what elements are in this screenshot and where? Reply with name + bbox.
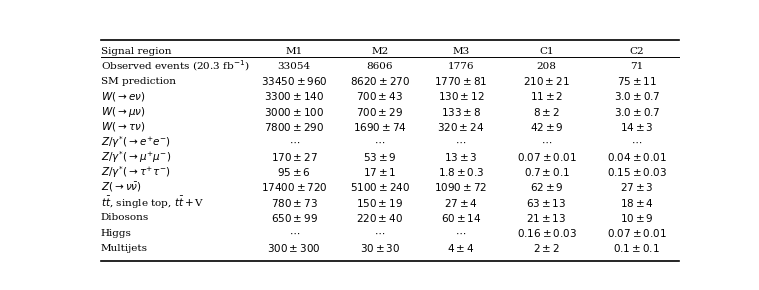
Text: $700 \pm 29$: $700 \pm 29$ — [357, 106, 403, 117]
Text: 1776: 1776 — [448, 61, 474, 70]
Text: $Z(\rightarrow \nu\bar{\nu})$: $Z(\rightarrow \nu\bar{\nu})$ — [101, 181, 142, 194]
Text: $170 \pm 27$: $170 \pm 27$ — [271, 151, 318, 163]
Text: C2: C2 — [629, 47, 644, 56]
Text: $300 \pm 300$: $300 \pm 300$ — [267, 242, 321, 254]
Text: $18 \pm 4$: $18 \pm 4$ — [619, 197, 653, 209]
Text: $33450 \pm 960$: $33450 \pm 960$ — [261, 75, 328, 87]
Text: $21 \pm 13$: $21 \pm 13$ — [527, 212, 567, 224]
Text: $0.1 \pm 0.1$: $0.1 \pm 0.1$ — [613, 242, 660, 254]
Text: 71: 71 — [630, 61, 644, 70]
Text: $3300 \pm 140$: $3300 \pm 140$ — [264, 90, 324, 102]
Text: $650 \pm 99$: $650 \pm 99$ — [271, 212, 318, 224]
Text: $150 \pm 19$: $150 \pm 19$ — [357, 197, 403, 209]
Text: $t\bar{t}$, single top, $t\bar{t}+$V: $t\bar{t}$, single top, $t\bar{t}+$V — [101, 195, 204, 211]
Text: $W(\rightarrow \mu\nu)$: $W(\rightarrow \mu\nu)$ — [101, 105, 145, 119]
Text: $W(\rightarrow e\nu)$: $W(\rightarrow e\nu)$ — [101, 90, 145, 103]
Text: $63 \pm 13$: $63 \pm 13$ — [527, 197, 567, 209]
Text: Dibosons: Dibosons — [101, 213, 149, 222]
Text: $10 \pm 9$: $10 \pm 9$ — [620, 212, 653, 224]
Text: $\cdots$: $\cdots$ — [374, 229, 386, 238]
Text: $2 \pm 2$: $2 \pm 2$ — [534, 242, 560, 254]
Text: $1.8 \pm 0.3$: $1.8 \pm 0.3$ — [438, 166, 484, 178]
Text: $27 \pm 3$: $27 \pm 3$ — [620, 182, 653, 193]
Text: M1: M1 — [285, 47, 303, 56]
Text: $0.15 \pm 0.03$: $0.15 \pm 0.03$ — [606, 166, 666, 178]
Text: $3000 \pm 100$: $3000 \pm 100$ — [264, 106, 324, 117]
Text: $27 \pm 4$: $27 \pm 4$ — [444, 197, 478, 209]
Text: $Z/\gamma^{*}(\rightarrow \mu^{+}\mu^{-})$: $Z/\gamma^{*}(\rightarrow \mu^{+}\mu^{-}… — [101, 149, 171, 165]
Text: C1: C1 — [540, 47, 554, 56]
Text: $3.0 \pm 0.7$: $3.0 \pm 0.7$ — [613, 90, 660, 102]
Text: $320 \pm 24$: $320 \pm 24$ — [437, 121, 485, 133]
Text: $0.07 \pm 0.01$: $0.07 \pm 0.01$ — [517, 151, 577, 163]
Text: $0.16 \pm 0.03$: $0.16 \pm 0.03$ — [517, 227, 577, 239]
Text: $4 \pm 4$: $4 \pm 4$ — [447, 242, 474, 254]
Text: $0.7 \pm 0.1$: $0.7 \pm 0.1$ — [524, 166, 570, 178]
Text: $0.04 \pm 0.01$: $0.04 \pm 0.01$ — [606, 151, 666, 163]
Text: $3.0 \pm 0.7$: $3.0 \pm 0.7$ — [613, 106, 660, 117]
Text: $700 \pm 43$: $700 \pm 43$ — [357, 90, 403, 102]
Text: $11 \pm 2$: $11 \pm 2$ — [530, 90, 563, 102]
Text: Multijets: Multijets — [101, 244, 148, 253]
Text: $130 \pm 12$: $130 \pm 12$ — [438, 90, 484, 102]
Text: $Z/\gamma^{*}(\rightarrow e^{+}e^{-})$: $Z/\gamma^{*}(\rightarrow e^{+}e^{-})$ — [101, 134, 171, 150]
Text: 33054: 33054 — [278, 61, 311, 70]
Text: $75 \pm 11$: $75 \pm 11$ — [616, 75, 657, 87]
Text: $\cdots$: $\cdots$ — [631, 137, 642, 146]
Text: $W(\rightarrow \tau\nu)$: $W(\rightarrow \tau\nu)$ — [101, 120, 145, 133]
Text: $30 \pm 30$: $30 \pm 30$ — [360, 242, 400, 254]
Text: $\cdots$: $\cdots$ — [541, 137, 553, 146]
Text: 8606: 8606 — [367, 61, 393, 70]
Text: Observed events (20.3 fb$^{-1}$): Observed events (20.3 fb$^{-1}$) — [101, 59, 249, 73]
Text: Signal region: Signal region — [101, 47, 172, 56]
Text: 208: 208 — [537, 61, 556, 70]
Text: $210 \pm 21$: $210 \pm 21$ — [523, 75, 570, 87]
Text: $8 \pm 2$: $8 \pm 2$ — [534, 106, 560, 117]
Text: $\cdots$: $\cdots$ — [288, 229, 300, 238]
Text: $1690 \pm 74$: $1690 \pm 74$ — [353, 121, 407, 133]
Text: $8620 \pm 270$: $8620 \pm 270$ — [350, 75, 410, 87]
Text: $1090 \pm 72$: $1090 \pm 72$ — [434, 182, 488, 193]
Text: $62 \pm 9$: $62 \pm 9$ — [530, 182, 563, 193]
Text: $\cdots$: $\cdots$ — [288, 137, 300, 146]
Text: $0.07 \pm 0.01$: $0.07 \pm 0.01$ — [606, 227, 666, 239]
Text: $Z/\gamma^{*}(\rightarrow \tau^{+}\tau^{-})$: $Z/\gamma^{*}(\rightarrow \tau^{+}\tau^{… — [101, 164, 170, 180]
Text: $133 \pm 8$: $133 \pm 8$ — [441, 106, 481, 117]
Text: SM prediction: SM prediction — [101, 77, 176, 86]
Text: $53 \pm 9$: $53 \pm 9$ — [363, 151, 397, 163]
Text: $5100 \pm 240$: $5100 \pm 240$ — [350, 182, 410, 193]
Text: $13 \pm 3$: $13 \pm 3$ — [444, 151, 478, 163]
Text: $60 \pm 14$: $60 \pm 14$ — [441, 212, 481, 224]
Text: $17 \pm 1$: $17 \pm 1$ — [363, 166, 397, 178]
Text: $1770 \pm 81$: $1770 \pm 81$ — [434, 75, 488, 87]
Text: $14 \pm 3$: $14 \pm 3$ — [620, 121, 653, 133]
Text: $780 \pm 73$: $780 \pm 73$ — [271, 197, 318, 209]
Text: $7800 \pm 290$: $7800 \pm 290$ — [264, 121, 324, 133]
Text: $42 \pm 9$: $42 \pm 9$ — [530, 121, 563, 133]
Text: $\cdots$: $\cdots$ — [455, 229, 467, 238]
Text: $95 \pm 6$: $95 \pm 6$ — [277, 166, 311, 178]
Text: $220 \pm 40$: $220 \pm 40$ — [357, 212, 403, 224]
Text: $17400 \pm 720$: $17400 \pm 720$ — [261, 182, 328, 193]
Text: M2: M2 — [371, 47, 389, 56]
Text: M3: M3 — [452, 47, 470, 56]
Text: Higgs: Higgs — [101, 229, 131, 238]
Text: $\cdots$: $\cdots$ — [374, 137, 386, 146]
Text: $\cdots$: $\cdots$ — [455, 137, 467, 146]
